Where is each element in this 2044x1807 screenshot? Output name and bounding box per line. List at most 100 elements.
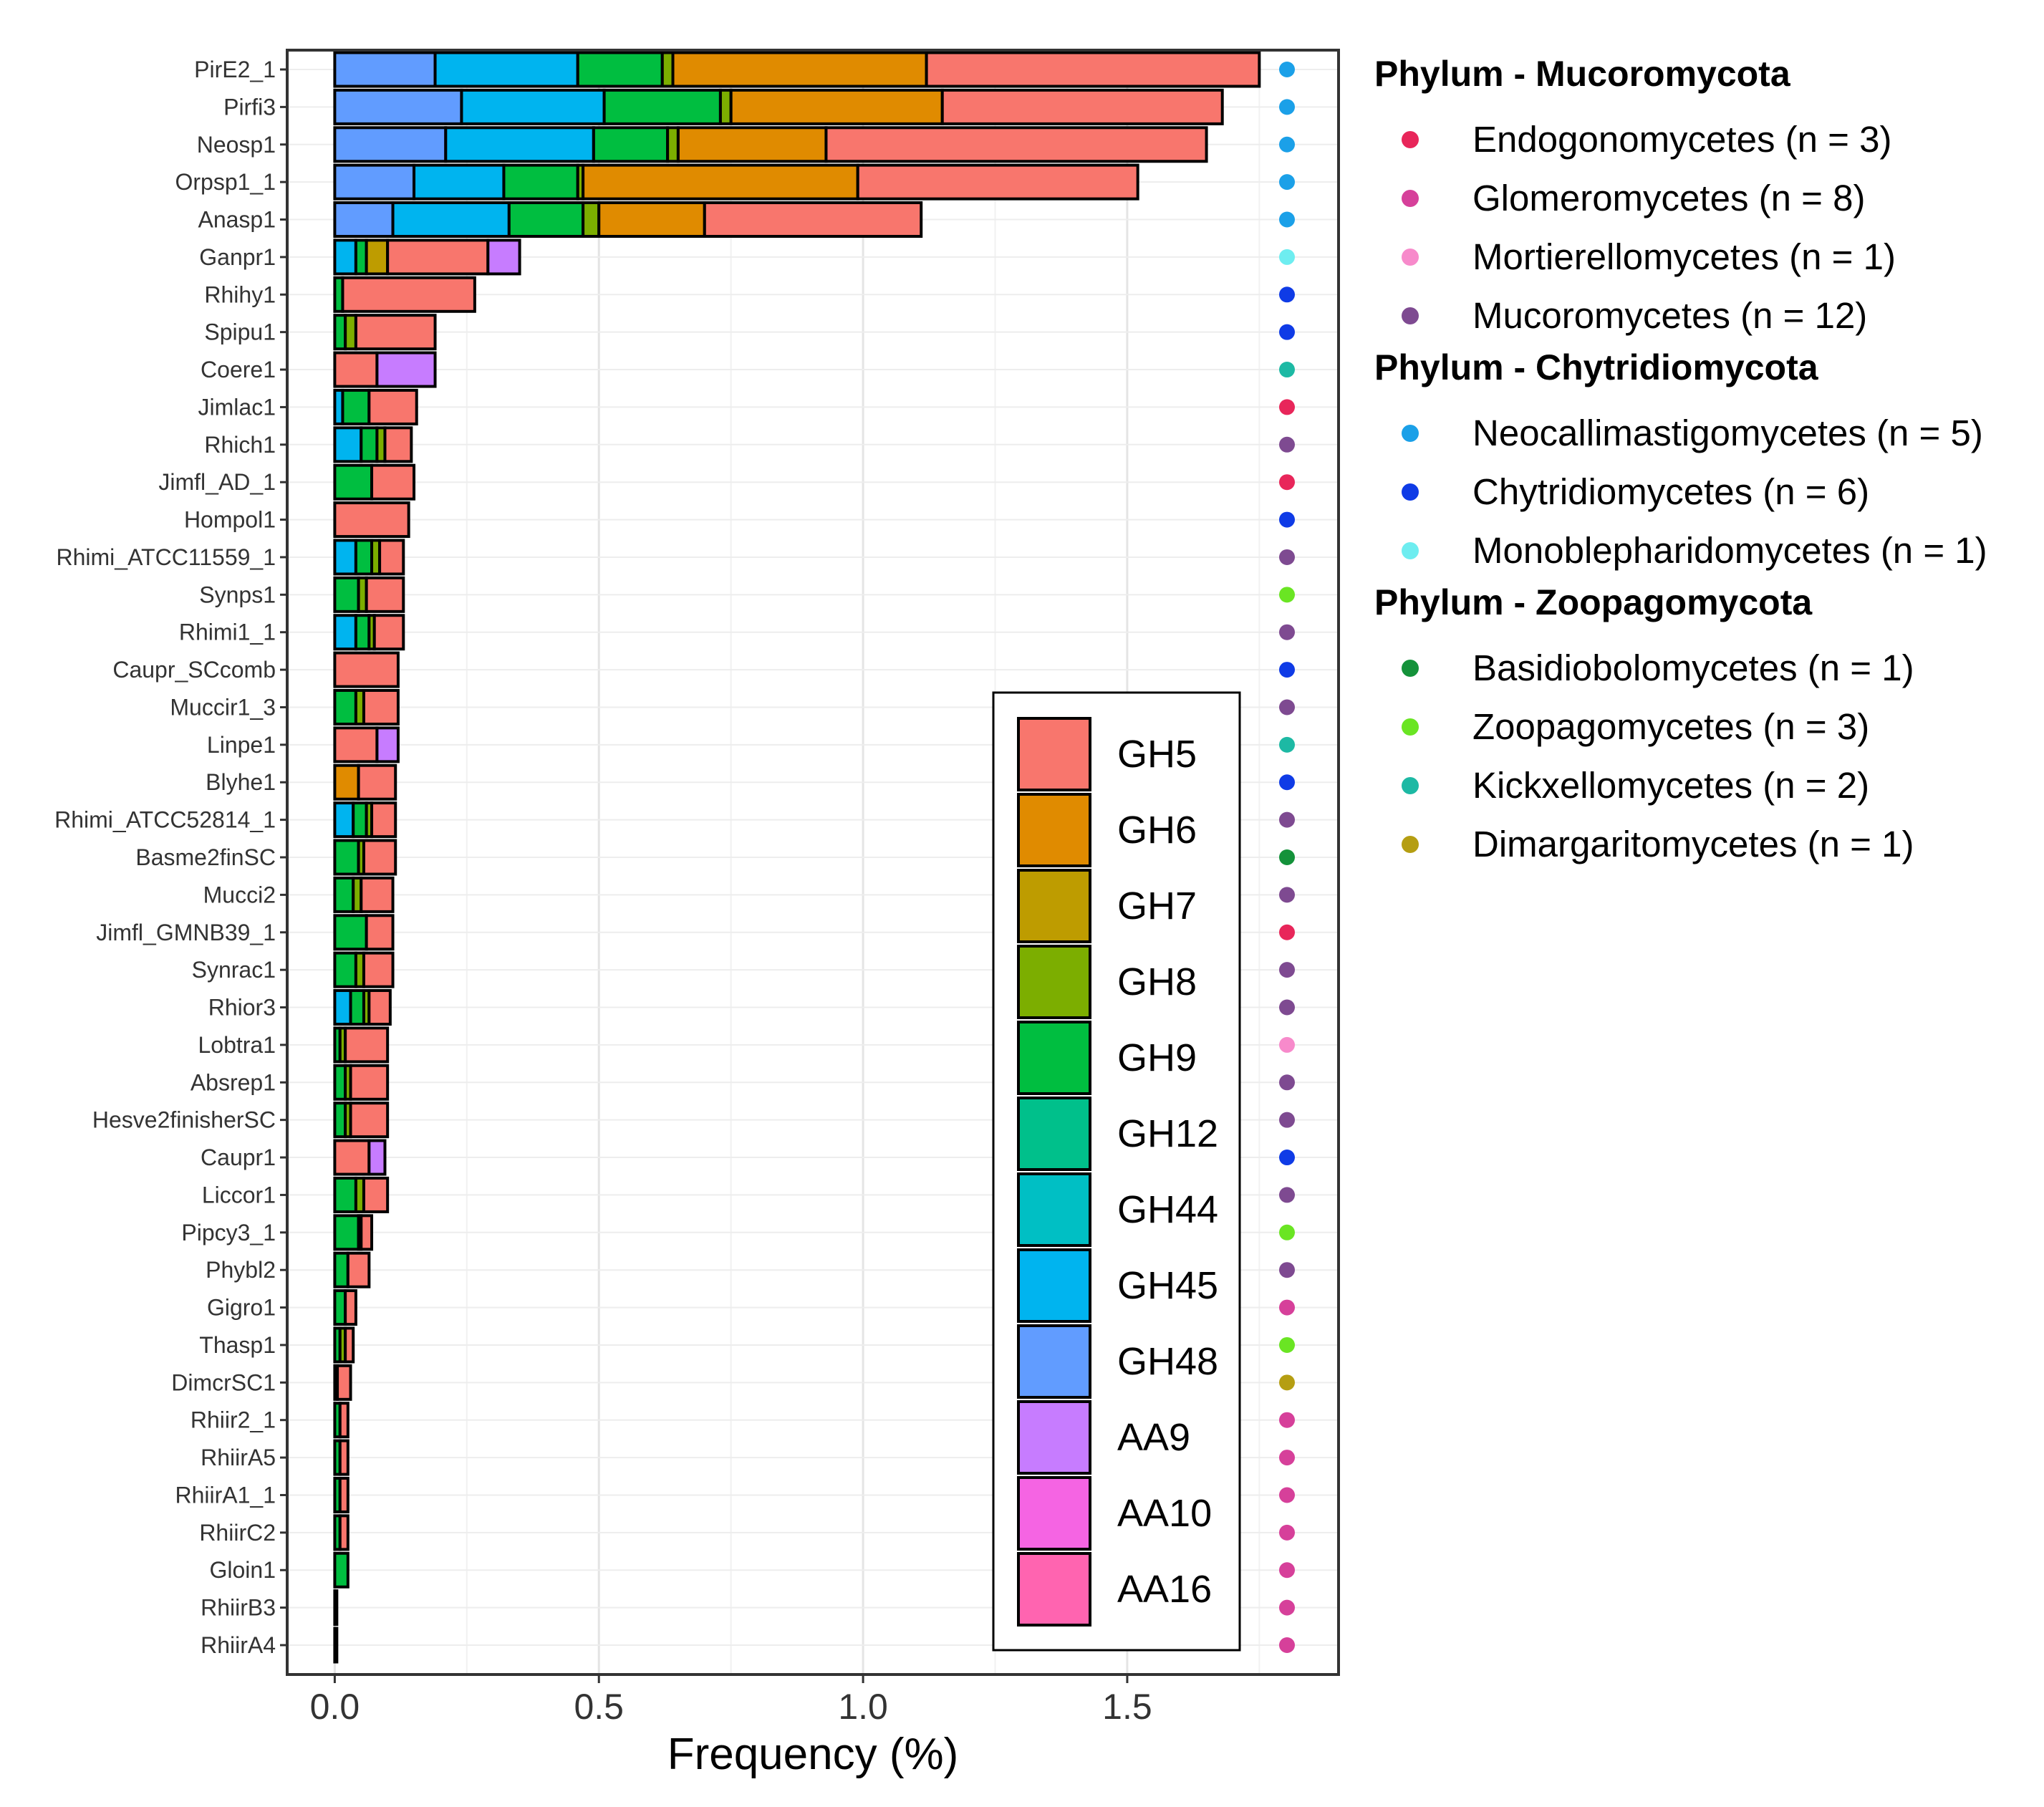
y-tick-label: RhiirC2 [199,1520,276,1546]
class-key-dot [1402,660,1419,677]
bar-segment-GH45 [444,126,595,163]
y-tick-label: Rhiir2_1 [191,1407,276,1433]
bar-segment-AA9 [367,1139,387,1176]
bar-Pirfi3 [333,88,1224,125]
y-tick-label: Caupr_SCcomb [112,657,276,683]
bar-segment-GH7 [365,238,390,276]
class-key-label: Kickxellomycetes (n = 2) [1472,765,1869,806]
class-dot-Rhimi_ATCC52814_1 [1279,811,1295,828]
bar-PirE2_1 [333,51,1261,88]
y-tick-label: Ganpr1 [199,244,276,270]
bar-segment-GH5 [333,726,379,763]
legend-label-GH7: GH7 [1117,885,1197,927]
bar-segment-GH9 [602,88,722,125]
legend-swatch-GH7 [1017,869,1091,943]
bar-segment-GH5 [333,501,410,539]
legend-label-GH9: GH9 [1117,1036,1197,1079]
bar-segment-GH9 [333,1064,347,1101]
bar-segment-GH5 [362,839,397,876]
class-dot-Lobtra1 [1279,1036,1295,1053]
bar-Rhihy1 [333,276,476,313]
bar-segment-GH6 [729,88,944,125]
legend-swatch-AA9 [1017,1400,1091,1475]
class-dot-Gigro1 [1279,1299,1295,1316]
y-tick-label: Jimfl_AD_1 [158,469,276,495]
class-key-label: Basidiobolomycetes (n = 1) [1472,647,1914,688]
bar-segment-GH45 [333,801,355,839]
y-tick-label: DimcrSC1 [171,1369,276,1395]
bar-segment-GH48 [333,88,463,125]
legend-swatch-GH45 [1017,1248,1091,1323]
bar-segment-GH5 [333,1139,371,1176]
bar-segment-GH5 [349,1102,390,1139]
y-tick-label: Mucci2 [203,882,276,907]
bar-segment-AA9 [486,238,521,276]
bar-segment-GH5 [346,1251,371,1288]
class-dot-PirE2_1 [1279,62,1295,77]
y-tick-label: Anasp1 [198,207,276,233]
gh-legend: GH5 GH6 GH7 GH8 GH9 GH12 GH44 GH45 GH48 AA9 AA10 AA… [992,691,1241,1652]
legend-swatch-GH12 [1017,1097,1091,1171]
bar-segment-GH5 [372,614,405,651]
legend-label-AA10: AA10 [1117,1492,1212,1535]
y-tick-label: Coere1 [201,357,276,382]
bar-segment-GH5 [362,688,400,726]
class-dot-Rhich1 [1279,436,1295,453]
bar-segment-GH5 [344,1289,357,1326]
y-tick-label: Orpsp1_1 [175,169,276,195]
bar-Linpe1 [333,726,400,763]
class-dot-Thasp1 [1279,1336,1295,1353]
bar-segment-GH48 [333,126,448,163]
y-tick-label: Rhimi_ATCC52814_1 [54,807,276,833]
y-tick-label: Gigro1 [207,1295,276,1321]
y-tick-label: Absrep1 [191,1069,276,1095]
class-key-dot [1402,190,1419,207]
y-tick-label: Thasp1 [199,1332,276,1358]
legend-swatch-GH6 [1017,793,1091,867]
legend-label-GH48: GH48 [1117,1340,1218,1383]
bar-Hesve2finisherSC [333,1102,390,1139]
class-dots [1279,62,1295,1653]
bar-segment-GH5 [367,388,418,425]
bar-segment-GH5 [383,426,413,463]
bar-segment-GH9 [333,1214,360,1251]
bar-segment-GH9 [333,839,360,876]
bar-RhiirC2 [333,1514,349,1551]
bar-Liccor1 [333,1176,390,1213]
bar-segment-GH5 [341,276,476,313]
bar-Thasp1 [333,1326,355,1364]
bar-segment-GH9 [333,688,357,726]
class-key-dot [1402,777,1419,794]
legend-label-GH5: GH5 [1117,733,1197,776]
y-tick-label: Rhimi_ATCC11559_1 [56,544,276,570]
y-tick-label: Linpe1 [207,732,276,758]
bar-segment-GH5 [349,1064,390,1101]
class-dot-Jimfl_GMNB39_1 [1279,924,1295,940]
class-key-dot [1402,425,1419,442]
class-dot-RhiirA4 [1279,1637,1295,1653]
bar-DimcrSC1 [333,1364,352,1401]
y-tick-label: Synps1 [199,582,276,607]
class-dot-RhiirB3 [1279,1599,1295,1616]
legend-label-GH44: GH44 [1117,1188,1218,1231]
bar-segment-GH5 [344,1326,355,1364]
bar-segment-GH5 [386,238,490,276]
bar-Lobtra1 [333,1026,390,1064]
class-dot-Synps1 [1279,587,1295,603]
bar-segment-GH5 [338,1514,349,1551]
x-axis-title: Frequency (%) [667,1730,959,1779]
bar-segment-GH9 [349,989,365,1026]
y-tick-label: Rhimi1_1 [179,620,276,645]
bar-Spipu1 [333,314,437,351]
bar-segment-AA9 [375,726,400,763]
bar-segment-GH5 [338,1439,349,1476]
class-dot-Muccir1_3 [1279,699,1295,715]
y-tick-label: Jimfl_GMNB39_1 [96,920,276,945]
legend-label-GH45: GH45 [1117,1264,1218,1307]
bar-segment-GH5 [370,801,397,839]
bar-segment-GH9 [333,1589,339,1627]
y-tick-label: Rhihy1 [204,281,276,307]
class-dot-Hompol1 [1279,511,1295,528]
bar-segment-GH5 [362,951,395,988]
bar-segment-GH45 [333,614,357,651]
